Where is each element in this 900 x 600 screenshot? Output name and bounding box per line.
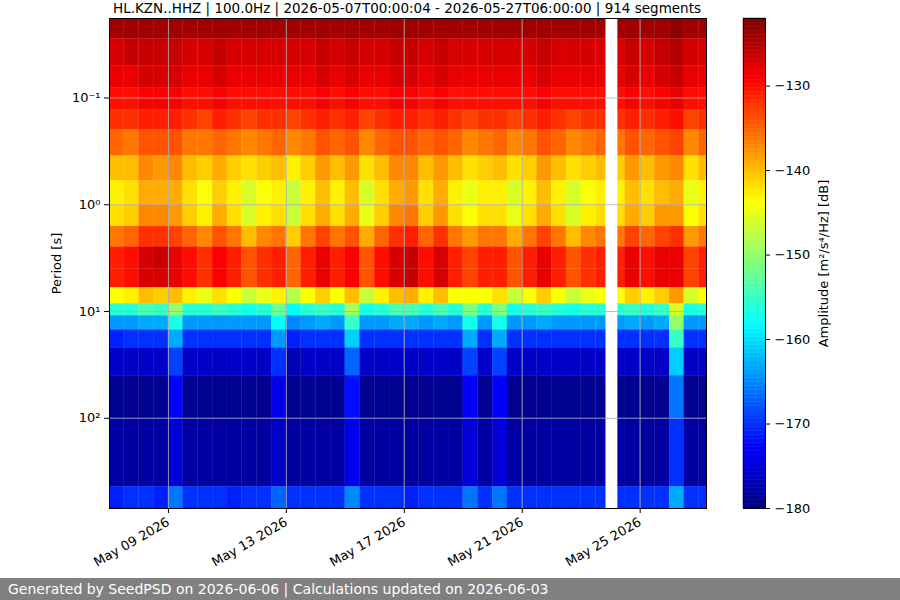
svg-text:May 13 2026: May 13 2026 xyxy=(209,514,290,569)
svg-text:Amplitude [m²/s⁴/Hz] [dB]: Amplitude [m²/s⁴/Hz] [dB] xyxy=(816,180,831,348)
svg-text:May 21 2026: May 21 2026 xyxy=(445,514,526,569)
html-text:HL.KZN..HHZ | 100.0Hz | 2026-0: HL.KZN..HHZ | 100.0Hz | 2026-05-07T00:00… xyxy=(113,0,701,16)
svg-text:−170: −170 xyxy=(775,416,811,431)
svg-text:10⁻¹: 10⁻¹ xyxy=(72,90,101,105)
svg-text:−180: −180 xyxy=(775,501,811,516)
svg-text:10²: 10² xyxy=(79,410,101,425)
svg-text:−130: −130 xyxy=(775,78,811,93)
svg-text:Period [s]: Period [s] xyxy=(49,233,64,295)
svg-text:May 17 2026: May 17 2026 xyxy=(327,514,408,569)
svg-text:May 09 2026: May 09 2026 xyxy=(91,514,172,569)
svg-text:10¹: 10¹ xyxy=(79,304,101,319)
html-text:Generated by SeedPSD on 2026-0: Generated by SeedPSD on 2026-06-06 | Cal… xyxy=(8,581,549,597)
svg-text:−150: −150 xyxy=(775,247,811,262)
svg-text:−140: −140 xyxy=(775,163,811,178)
svg-text:May 25 2026: May 25 2026 xyxy=(563,514,644,569)
svg-text:−160: −160 xyxy=(775,332,811,347)
svg-text:10⁰: 10⁰ xyxy=(79,197,101,212)
